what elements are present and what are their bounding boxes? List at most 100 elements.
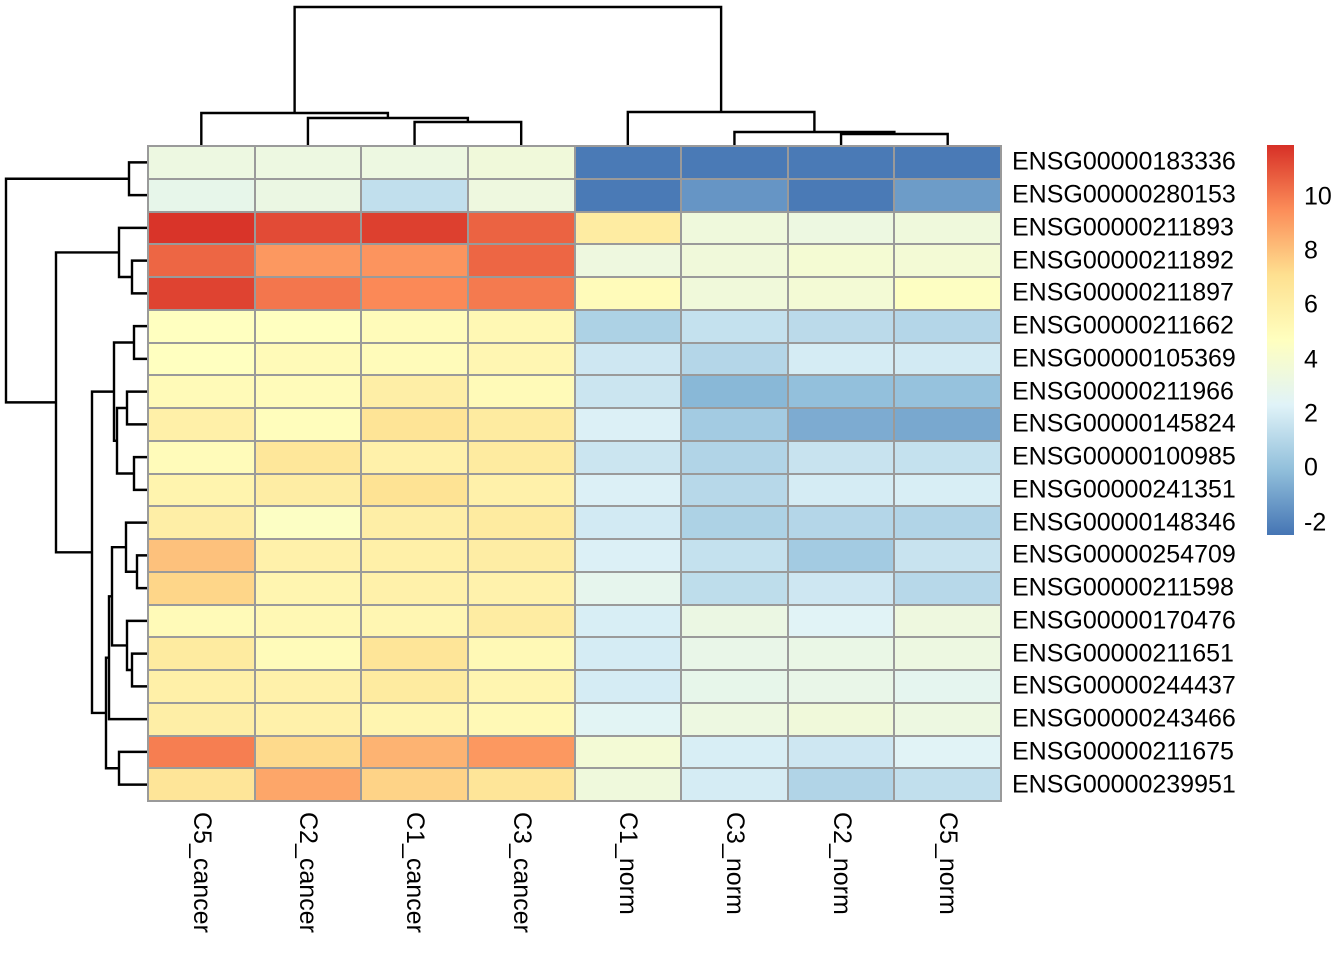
heatmap-cell bbox=[788, 245, 894, 276]
col-label: C5_norm bbox=[934, 812, 963, 915]
heatmap-cell bbox=[468, 376, 574, 407]
heatmap-cell bbox=[468, 572, 574, 604]
row-label: ENSG00000211966 bbox=[1012, 377, 1234, 406]
heatmap-cell bbox=[682, 179, 787, 211]
heatmap-cell bbox=[575, 769, 681, 800]
heatmap-cell bbox=[682, 376, 787, 407]
dendrogram-link bbox=[117, 750, 147, 786]
heatmap-cell bbox=[788, 769, 894, 800]
heatmap-cell bbox=[682, 278, 787, 309]
heatmap-cell bbox=[255, 441, 361, 473]
heatmap-cell bbox=[682, 474, 787, 506]
colorbar-gradient bbox=[1267, 145, 1294, 535]
heatmap-cell bbox=[255, 671, 361, 702]
dendrogram-link bbox=[110, 545, 127, 647]
heatmap-cell bbox=[895, 409, 1000, 440]
dendrogram-link bbox=[125, 619, 147, 672]
column-dendrogram bbox=[200, 5, 949, 145]
heatmap-cell bbox=[149, 212, 254, 244]
heatmap-cell bbox=[788, 179, 894, 211]
row-label: ENSG00000148346 bbox=[1012, 508, 1236, 537]
dendrogram-link bbox=[135, 554, 147, 590]
heatmap-cell bbox=[788, 147, 894, 178]
heatmap-cell bbox=[575, 179, 681, 211]
heatmap-cell bbox=[149, 245, 254, 276]
heatmap-cell bbox=[895, 441, 1000, 473]
heatmap-cell bbox=[788, 736, 894, 768]
heatmap-cell bbox=[895, 343, 1000, 375]
heatmap-cell bbox=[575, 572, 681, 604]
heatmap-cell bbox=[895, 703, 1000, 735]
heatmap-cell bbox=[788, 572, 894, 604]
col-label: C1_norm bbox=[614, 812, 643, 915]
heatmap-cell bbox=[255, 572, 361, 604]
dendrogram-link bbox=[132, 455, 147, 492]
heatmap-cell bbox=[255, 507, 361, 538]
colorbar-tick-label: 0 bbox=[1304, 453, 1318, 482]
heatmap-cell bbox=[149, 179, 254, 211]
row-label: ENSG00000239951 bbox=[1012, 770, 1236, 799]
row-label: ENSG00000105369 bbox=[1012, 344, 1236, 373]
col-label: C1_cancer bbox=[401, 812, 430, 933]
heatmap-cell bbox=[895, 736, 1000, 768]
heatmap-cell bbox=[149, 147, 254, 178]
dendrogram-link bbox=[115, 406, 134, 475]
heatmap-cell bbox=[788, 703, 894, 735]
heatmap-cell bbox=[362, 343, 467, 375]
heatmap-cell bbox=[149, 278, 254, 309]
heatmap-cell bbox=[895, 179, 1000, 211]
heatmap-cell bbox=[895, 671, 1000, 702]
heatmap-cell bbox=[575, 703, 681, 735]
row-label: ENSG00000211892 bbox=[1012, 246, 1234, 275]
heatmap-cell bbox=[788, 605, 894, 637]
row-label: ENSG00000211897 bbox=[1012, 278, 1234, 307]
row-label: ENSG00000100985 bbox=[1012, 442, 1236, 471]
col-label: C2_norm bbox=[827, 812, 856, 915]
heatmap-cell bbox=[895, 605, 1000, 637]
row-label: ENSG00000211675 bbox=[1012, 737, 1234, 766]
colorbar-tick-label: 10 bbox=[1304, 182, 1332, 211]
row-label: ENSG00000183336 bbox=[1012, 147, 1236, 176]
heatmap-cell bbox=[468, 638, 574, 669]
heatmap-cell bbox=[255, 769, 361, 800]
heatmap-cell bbox=[575, 278, 681, 309]
row-label: ENSG00000254709 bbox=[1012, 540, 1236, 569]
heatmap-cell bbox=[468, 736, 574, 768]
heatmap-cell bbox=[575, 245, 681, 276]
dendrogram-link bbox=[293, 5, 723, 113]
dendrogram-link bbox=[127, 161, 147, 197]
dendrogram-link bbox=[125, 390, 147, 426]
heatmap-cell bbox=[682, 703, 787, 735]
heatmap-cell bbox=[149, 376, 254, 407]
heatmap-cell bbox=[362, 507, 467, 538]
row-label: ENSG00000241351 bbox=[1012, 475, 1236, 504]
dendrogram-link bbox=[130, 259, 147, 295]
heatmap-cell bbox=[468, 703, 574, 735]
heatmap-cell bbox=[575, 343, 681, 375]
heatmap-cell bbox=[468, 278, 574, 309]
row-label: ENSG00000211651 bbox=[1012, 639, 1234, 668]
col-label: C2_cancer bbox=[294, 812, 323, 933]
col-label: C3_norm bbox=[720, 812, 749, 915]
heatmap-cell bbox=[468, 671, 574, 702]
heatmap-cell bbox=[149, 638, 254, 669]
dendrogram-link bbox=[54, 251, 119, 554]
heatmap-cell bbox=[575, 605, 681, 637]
row-label: ENSG00000243466 bbox=[1012, 704, 1236, 733]
heatmap-cell bbox=[362, 638, 467, 669]
colorbar-tick-label: -2 bbox=[1304, 508, 1327, 537]
row-label: ENSG00000145824 bbox=[1012, 409, 1236, 438]
heatmap-cell bbox=[682, 540, 787, 571]
heatmap-cell bbox=[255, 343, 361, 375]
heatmap-cell bbox=[682, 572, 787, 604]
heatmap-cell bbox=[788, 671, 894, 702]
heatmap-cell bbox=[362, 409, 467, 440]
heatmap-cell bbox=[895, 638, 1000, 669]
heatmap-cell bbox=[362, 572, 467, 604]
heatmap-cell bbox=[149, 671, 254, 702]
heatmap-cell bbox=[468, 605, 574, 637]
heatmap-cell bbox=[895, 245, 1000, 276]
heatmap-cell bbox=[575, 671, 681, 702]
heatmap-cell bbox=[468, 769, 574, 800]
